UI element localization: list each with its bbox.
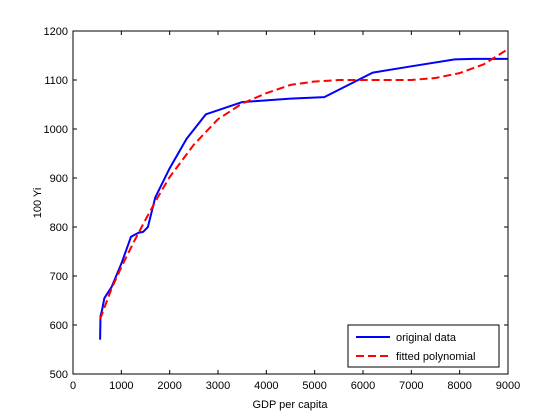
x-tick-label: 0	[70, 380, 76, 392]
x-tick-label: 6000	[351, 380, 375, 392]
x-tick-label: 5000	[302, 380, 326, 392]
x-axis-label: GDP per capita	[252, 399, 328, 411]
y-tick-label: 1000	[44, 124, 68, 136]
legend: original data fitted polynomial	[347, 324, 500, 368]
series-line-fitted-polynomial	[99, 48, 509, 320]
y-tick-label: 1200	[44, 26, 68, 38]
y-tick-label: 700	[50, 271, 68, 283]
axis-tick-labels: 0 1000 2000 3000 4000 5000 6000 7000 8000 9000 500…	[44, 26, 521, 392]
y-axis-label: 100 Yi	[32, 188, 44, 219]
legend-box	[347, 324, 500, 368]
y-tick-label: 900	[50, 173, 68, 185]
plot-area	[72, 30, 509, 375]
axis-ticks	[72, 30, 509, 375]
x-tick-label: 4000	[254, 380, 278, 392]
x-tick-label: 8000	[447, 380, 471, 392]
y-tick-label: 500	[50, 369, 68, 381]
x-tick-label: 9000	[496, 380, 520, 392]
x-tick-label: 3000	[206, 380, 230, 392]
legend-entry-label: fitted polynomial	[396, 351, 476, 363]
series-line-original-data	[99, 57, 508, 340]
y-tick-label: 800	[50, 222, 68, 234]
series-layer	[99, 48, 509, 340]
x-tick-label: 7000	[399, 380, 423, 392]
x-tick-label: 2000	[157, 380, 181, 392]
x-tick-label: 1000	[109, 380, 133, 392]
legend-entry-label: original data	[396, 332, 457, 344]
y-tick-label: 600	[50, 320, 68, 332]
y-tick-label: 1100	[44, 75, 68, 87]
